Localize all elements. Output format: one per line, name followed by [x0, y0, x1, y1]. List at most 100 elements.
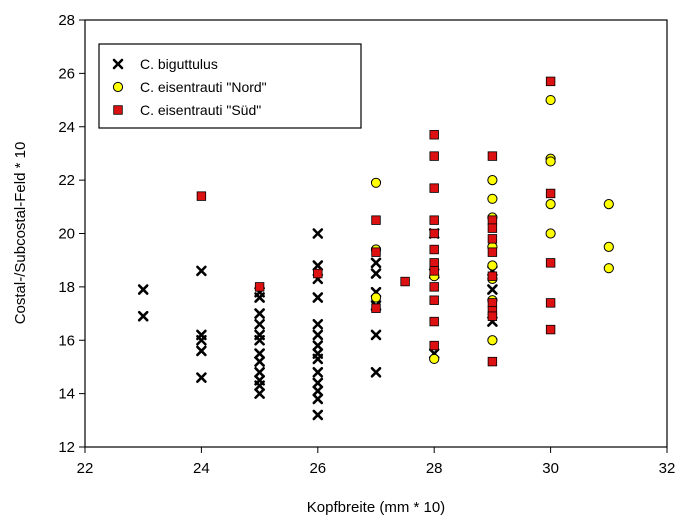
- data-point: [429, 228, 439, 239]
- data-point: [371, 303, 381, 313]
- x-tick-label: 32: [659, 460, 676, 477]
- y-tick-label: 12: [58, 439, 75, 456]
- data-point: [429, 316, 439, 327]
- y-tick-label: 28: [58, 12, 75, 29]
- data-point: [254, 318, 265, 330]
- data-point: [603, 199, 614, 210]
- data-point: [254, 388, 265, 399]
- data-point: [487, 223, 498, 233]
- data-point: [545, 228, 556, 239]
- legend-label: C. eisentrauti "Nord": [140, 79, 267, 95]
- x-tick-label: 22: [77, 460, 94, 477]
- x-tick-label: 26: [309, 460, 326, 477]
- y-tick-label: 18: [58, 279, 75, 296]
- data-point: [312, 409, 324, 421]
- data-point: [312, 228, 324, 239]
- y-tick-label: 14: [58, 386, 75, 403]
- data-point: [312, 318, 324, 330]
- data-point: [400, 276, 410, 287]
- data-point: [370, 177, 382, 188]
- data-point: [603, 241, 614, 252]
- x-tick-label: 24: [193, 460, 210, 477]
- data-point: [196, 372, 207, 383]
- data-point: [487, 298, 498, 308]
- data-point: [254, 282, 265, 292]
- data-point: [312, 377, 324, 389]
- data-point: [487, 151, 498, 161]
- data-point: [545, 76, 556, 87]
- data-point: [487, 234, 498, 244]
- y-tick-label: 24: [58, 119, 75, 136]
- x-tick-label: 30: [542, 460, 559, 477]
- data-point: [545, 188, 556, 199]
- data-point: [196, 334, 207, 346]
- data-point: [429, 151, 439, 161]
- data-point: [196, 265, 207, 277]
- data-point: [312, 385, 324, 397]
- data-point: [487, 175, 498, 186]
- data-point: [429, 130, 439, 140]
- legend-marker: [112, 81, 124, 93]
- data-point: [312, 292, 324, 303]
- series-square: [196, 76, 556, 367]
- data-point: [603, 263, 614, 274]
- series-x: [137, 228, 498, 421]
- data-point: [545, 156, 556, 167]
- data-point: [254, 334, 265, 346]
- data-point: [313, 268, 323, 279]
- data-point: [487, 215, 498, 225]
- data-point: [254, 348, 265, 359]
- data-point: [370, 292, 382, 303]
- data-point: [429, 183, 439, 193]
- y-axis-label: Costal-/Subcostal-Feld * 10: [12, 142, 29, 325]
- data-point: [429, 353, 440, 365]
- data-point: [254, 366, 265, 378]
- data-point: [429, 282, 439, 292]
- data-point: [429, 258, 439, 268]
- legend: C. biguttulus C. eisentrauti "Nord" C. eis…: [98, 43, 362, 129]
- data-point: [371, 247, 381, 257]
- legend-box: [98, 43, 362, 129]
- data-point: [312, 340, 324, 351]
- data-points: [137, 76, 614, 421]
- data-point: [545, 324, 556, 335]
- data-point: [137, 310, 149, 322]
- axis-ticks: 22 24 26 28 30 32 12 14 16 18 20 22 24 26 28: [58, 12, 675, 477]
- data-point: [370, 257, 382, 269]
- data-point: [429, 244, 439, 255]
- data-point: [487, 260, 498, 271]
- data-point: [429, 215, 439, 225]
- data-point: [254, 308, 265, 319]
- x-axis-label: Kopfbreite (mm * 10): [307, 499, 445, 516]
- y-tick-label: 26: [58, 65, 75, 82]
- data-point: [312, 353, 324, 365]
- data-point: [196, 345, 207, 357]
- data-point: [487, 311, 498, 321]
- data-point: [137, 284, 149, 295]
- data-point: [370, 329, 382, 341]
- y-tick-label: 22: [58, 172, 75, 189]
- data-point: [487, 284, 498, 295]
- legend-marker: [112, 58, 124, 70]
- data-point: [545, 298, 556, 308]
- data-point: [254, 380, 265, 391]
- data-point: [370, 366, 382, 378]
- data-point: [254, 292, 265, 303]
- y-tick-label: 20: [58, 226, 75, 243]
- data-point: [429, 340, 439, 351]
- data-point: [487, 271, 498, 281]
- data-point: [545, 94, 556, 106]
- data-point: [254, 356, 265, 367]
- data-point: [312, 393, 324, 405]
- data-point: [545, 258, 556, 268]
- data-point: [545, 199, 556, 210]
- data-point: [487, 356, 498, 367]
- data-point: [429, 295, 439, 305]
- legend-label: C. biguttulus: [140, 56, 218, 72]
- x-tick-label: 28: [426, 460, 443, 477]
- legend-marker: [113, 105, 123, 115]
- data-point: [429, 266, 439, 276]
- data-point: [487, 193, 498, 204]
- data-point: [371, 215, 381, 225]
